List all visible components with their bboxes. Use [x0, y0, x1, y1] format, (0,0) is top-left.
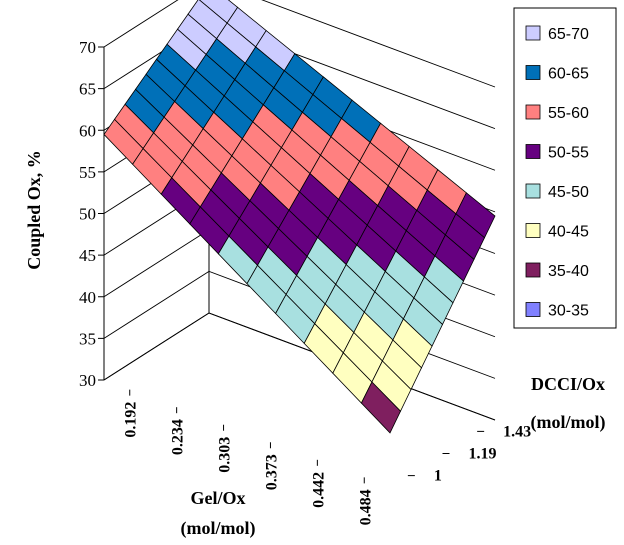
legend-label: 65-70 — [548, 26, 589, 43]
legend-label: 45-50 — [548, 184, 589, 201]
legend-swatch — [525, 65, 541, 80]
y-tick-label: 1 — [434, 468, 442, 485]
surface-cell — [360, 381, 401, 434]
z-axis-label: Coupled Ox, % — [24, 150, 44, 270]
z-tick-label: 55 — [79, 163, 96, 182]
chart-axes: 30 35 40 45 50 55 60 65 70 0.192 0.234 0.303 0.373 0.… — [79, 38, 531, 525]
z-tick-label: 50 — [79, 205, 96, 224]
z-tick-label: 60 — [79, 121, 96, 140]
x-axis-label-line2: (mol/mol) — [181, 518, 256, 539]
legend-swatch — [525, 183, 541, 199]
legend-frame — [513, 7, 617, 329]
surface-plot — [103, 0, 496, 434]
legend-label: 55-60 — [548, 105, 589, 122]
x-tick-label: 0.442 — [310, 472, 327, 508]
z-tick-label: 45 — [79, 246, 96, 265]
y-tick-label: 1.43 — [503, 423, 531, 440]
y-axis-label-line2: (mol/mol) — [531, 412, 606, 433]
y-axis-label-line1: DCCI/Ox — [531, 374, 605, 394]
x-tick-label: 0.373 — [263, 454, 280, 490]
legend-swatch — [525, 262, 541, 278]
legend-swatch — [525, 104, 541, 120]
x-tick-label: 0.192 — [123, 402, 140, 438]
legend-label: 40-45 — [548, 224, 589, 241]
legend-swatch — [525, 223, 541, 238]
legend-swatch — [525, 302, 541, 317]
z-tick-label: 70 — [79, 38, 96, 57]
legend-label: 35-40 — [548, 263, 589, 280]
x-tick-label: 0.484 — [357, 489, 374, 525]
legend-label: 60-65 — [548, 66, 589, 83]
legend-label: 30-35 — [548, 303, 589, 320]
legend-swatch — [525, 25, 541, 41]
y-tick-label: 1.19 — [469, 446, 497, 463]
legend: 65-70 60-65 55-60 50-55 45-50 40-45 35-40 30-35 — [513, 7, 617, 329]
z-tick-label: 65 — [79, 80, 96, 99]
z-tick-label: 35 — [79, 329, 96, 348]
x-tick-label: 0.303 — [217, 437, 234, 473]
legend-swatch — [525, 144, 541, 159]
gridline — [103, 0, 496, 88]
x-axis-label-line1: Gel/Ox — [191, 488, 246, 508]
z-tick-label: 30 — [79, 371, 96, 390]
x-tick-label: 0.234 — [170, 419, 187, 455]
legend-label: 50-55 — [548, 145, 589, 162]
z-tick-label: 40 — [79, 288, 96, 307]
